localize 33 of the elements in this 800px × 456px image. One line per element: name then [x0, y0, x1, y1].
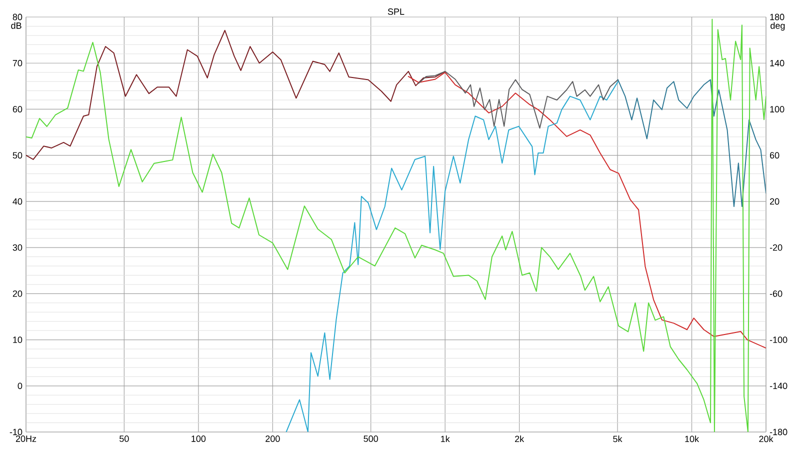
x-tick-label: 2k	[515, 436, 524, 442]
y2-tick-label: -100	[770, 336, 788, 343]
y-tick-label: 80	[12, 14, 22, 20]
x-tick-label: 10k	[685, 436, 700, 442]
x-tick-label: 1k	[441, 436, 450, 442]
x-tick-label: 5k	[613, 436, 622, 442]
y2-tick-label: 60	[770, 152, 780, 159]
y-tick-label: 20	[12, 290, 22, 297]
y2-tick-label: -140	[770, 382, 788, 390]
y-axis-title: dB	[11, 22, 22, 29]
y2-tick-label: -60	[770, 290, 782, 297]
y-tick-label: 70	[12, 60, 22, 66]
y-tick-label: 60	[12, 106, 22, 112]
y-tick-label: 50	[12, 152, 22, 159]
y2-tick-label: 140	[770, 60, 784, 66]
x-tick-label: 50	[120, 436, 129, 442]
chart-title: SPL	[388, 8, 404, 15]
y-tick-label: 30	[12, 244, 22, 251]
x-tick-label: 200	[266, 436, 280, 442]
x-tick-label: 20Hz	[16, 436, 36, 442]
y-tick-label: -10	[10, 428, 22, 436]
x-tick-label: 500	[364, 436, 378, 442]
y2-tick-label: -20	[770, 244, 782, 251]
y2-tick-label: 180	[770, 14, 784, 20]
x-tick-label: 100	[192, 436, 206, 442]
y-tick-label: 0	[18, 382, 22, 390]
y2-tick-label: 100	[770, 106, 784, 112]
y2-axis-title: deg	[770, 22, 785, 31]
y2-tick-label: 20	[770, 198, 780, 205]
y2-tick-label: -180	[770, 428, 788, 436]
y-tick-label: 10	[13, 336, 22, 343]
x-tick-label: 20k	[759, 436, 774, 442]
y-tick-label: 40	[12, 198, 22, 205]
